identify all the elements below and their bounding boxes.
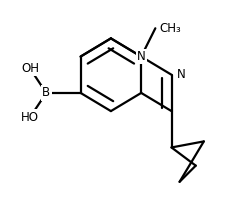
Text: HO: HO (21, 111, 39, 124)
Text: N: N (177, 68, 185, 81)
Text: CH₃: CH₃ (159, 22, 181, 35)
Text: B: B (42, 86, 50, 99)
Text: OH: OH (21, 62, 39, 75)
Text: N: N (137, 50, 146, 63)
